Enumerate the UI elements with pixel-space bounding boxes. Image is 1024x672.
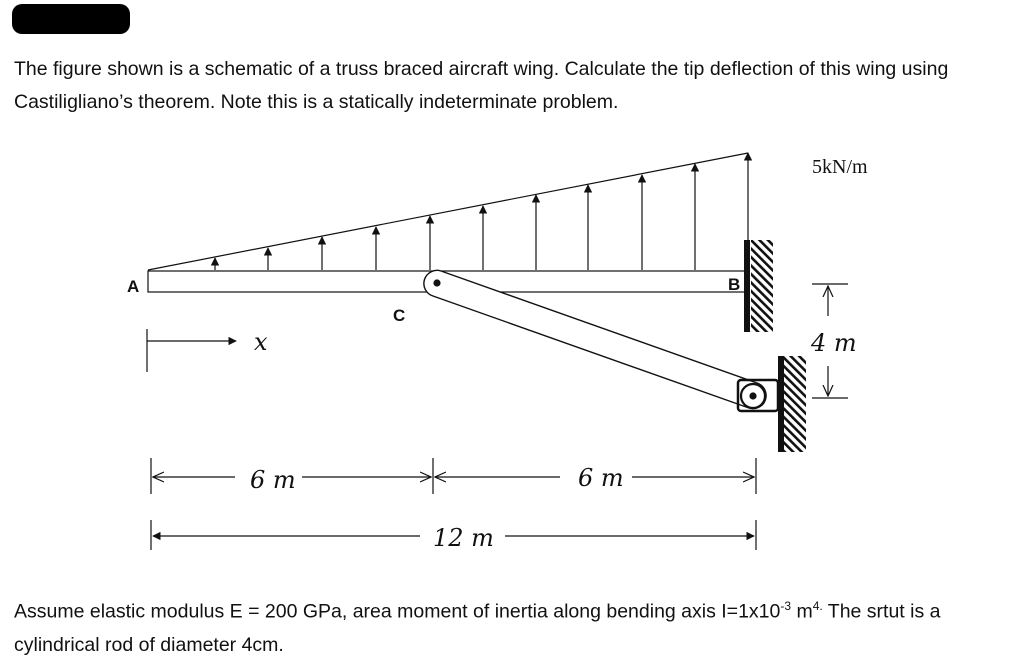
load-envelope-line <box>147 152 749 271</box>
wall-b <box>744 240 750 332</box>
x-label: x <box>254 328 268 356</box>
wall-lower-hatch <box>784 356 806 452</box>
assumption-modulus: Assume elastic modulus E = 200 GPa, area… <box>14 600 781 623</box>
load-arrows <box>210 152 753 270</box>
wall-b-hatch <box>751 240 773 332</box>
label-a: A <box>127 277 139 296</box>
span-dimension-total: 12 m <box>150 520 757 552</box>
assumption-strut: The srtut is a cylindrical rod of diamet… <box>14 600 941 656</box>
exponent-inertia: -3 <box>780 599 792 613</box>
problem-intro: The figure shown is a schematic of a tru… <box>14 58 949 113</box>
redacted-block <box>12 4 130 34</box>
pin-c <box>433 279 441 287</box>
wall-lower <box>778 356 784 452</box>
label-c: C <box>393 306 405 325</box>
pin-support <box>736 378 780 413</box>
exponent-unit: 4. <box>812 599 823 613</box>
pin-bracket <box>736 378 780 413</box>
dim-left-label: 6 m <box>250 466 296 494</box>
pin-center <box>749 392 757 400</box>
load-label: 5kN/m <box>812 156 868 178</box>
x-axis-indicator: x <box>146 328 268 372</box>
dim-total-label: 12 m <box>433 524 494 552</box>
assumptions-text: Assume elastic modulus E = 200 GPa, area… <box>14 590 1014 662</box>
span-dimension-halves: 6 m 6 m <box>150 458 757 494</box>
height-label: 4 m <box>810 329 857 357</box>
height-dimension: 4 m <box>810 283 857 399</box>
label-b: B <box>728 275 740 294</box>
distributed-load: 5kN/m <box>147 152 868 271</box>
dim-right-label: 6 m <box>578 464 624 492</box>
assumption-unit: m <box>791 600 813 623</box>
problem-statement: The figure shown is a schematic of a tru… <box>14 53 1004 119</box>
